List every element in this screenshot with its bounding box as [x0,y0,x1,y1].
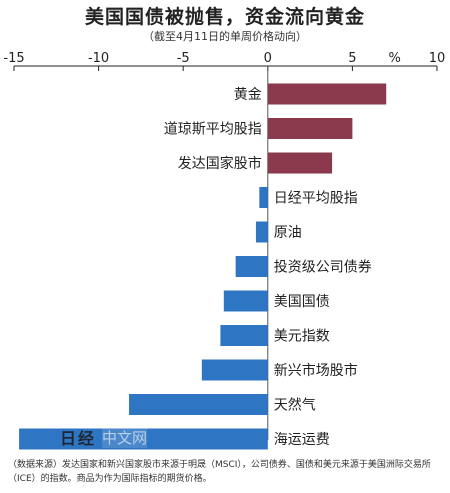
x-tick-label: -15 [3,51,24,66]
category-label: 道琼斯平均股指 [164,122,262,138]
x-tick-label: 0 [264,51,272,66]
bar [267,152,333,174]
category-label: 美元指数 [274,329,330,345]
category-label: 原油 [274,225,302,241]
category-label: 黄金 [234,86,262,103]
bar [220,325,268,346]
watermark-logo: 日经 [60,429,97,448]
bar [129,394,268,415]
bar [255,221,268,243]
bar [267,118,353,139]
bar [235,256,268,277]
watermark-text: 中文网 [102,426,148,448]
bar [267,83,387,105]
x-tick-label: 5 [348,51,356,66]
category-label: 天然气 [274,397,316,414]
category-label: 新兴市场股市 [274,362,358,379]
nikkei-watermark: 日经 中文网 [60,424,220,450]
chart-subtitle: （截至4月11日的单周价格动向） [143,30,307,43]
chart-title: 美国国债被抛售，资金流向黄金 [84,6,365,28]
category-label: 美国国债 [274,294,330,310]
category-label: 投资级公司债券 [274,260,372,276]
bar [259,187,268,208]
bar [201,359,268,381]
bar [223,290,268,312]
x-tick-label: -5 [177,51,190,66]
category-label: 海运运费 [274,432,330,448]
source-footnote: （数据来源）发达国家和新兴国家股市来源于明晟（MSCI），公司债券、国债和美元来… [8,460,431,484]
x-tick-label: 10 [429,51,446,66]
x-tick-label: % [389,51,401,66]
x-tick-label: -10 [88,51,109,66]
bar [19,428,268,450]
category-label: 日经平均股指 [274,191,358,207]
category-label: 发达国家股市 [178,155,262,172]
